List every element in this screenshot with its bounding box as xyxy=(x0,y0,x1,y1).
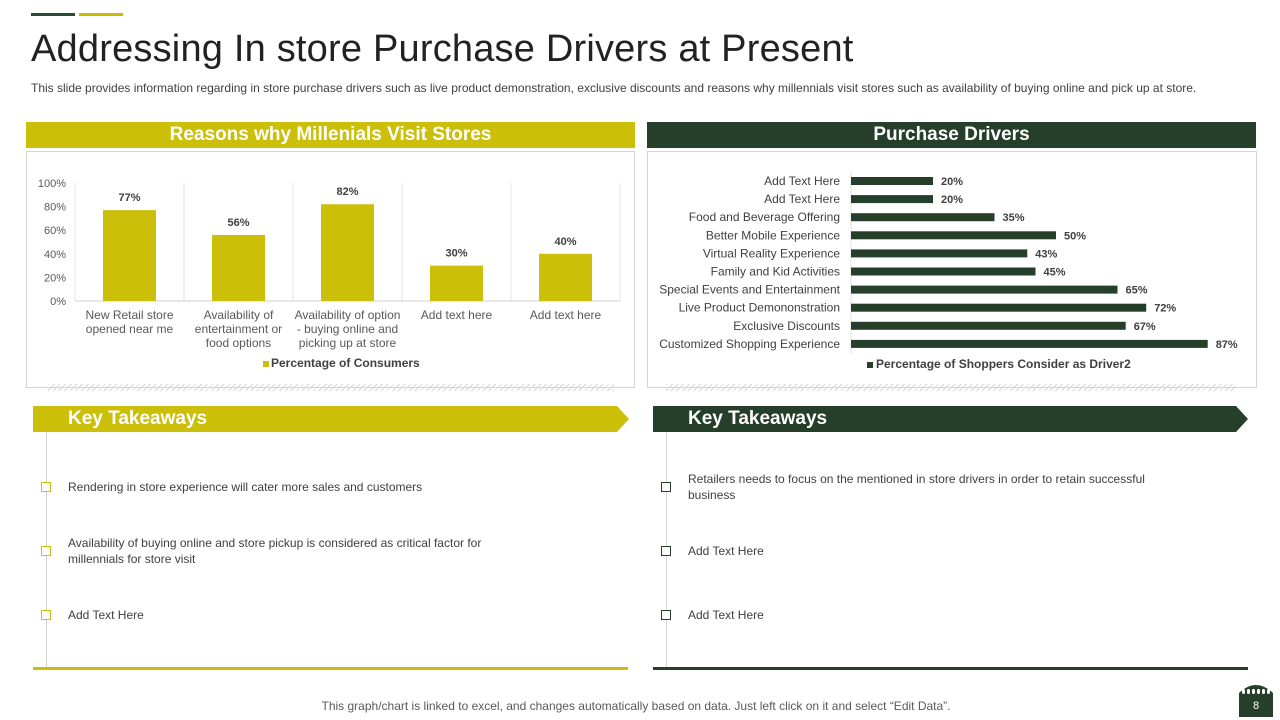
category-label: Special Events and Entertainment xyxy=(659,283,840,297)
left-takeaways-rule xyxy=(33,667,628,670)
legend-swatch xyxy=(263,361,269,367)
category-label: Add Text Here xyxy=(764,174,840,188)
data-label: 50% xyxy=(1064,230,1086,242)
bar xyxy=(851,249,1028,258)
right-panel-header: Purchase Drivers xyxy=(647,122,1256,148)
right-takeaways-banner: Key Takeaways xyxy=(653,406,1248,432)
x-tick-label: opened near me xyxy=(86,322,174,336)
right-takeaways-rule xyxy=(653,667,1248,670)
right-takeaway-3: Add Text Here xyxy=(688,608,764,622)
page-title: Addressing In store Purchase Drivers at … xyxy=(31,28,854,70)
bar xyxy=(851,213,995,222)
bar xyxy=(539,253,592,301)
data-label: 87% xyxy=(1216,339,1238,351)
bar xyxy=(851,321,1126,330)
legend-label: Percentage of Consumers xyxy=(271,356,420,370)
left-panel-header: Reasons why Millenials Visit Stores xyxy=(26,122,635,148)
y-tick-label: 60% xyxy=(44,225,66,237)
x-tick-label: New Retail store xyxy=(85,308,173,322)
page-subtitle: This slide provides information regardin… xyxy=(31,81,1197,95)
y-tick-label: 0% xyxy=(50,296,66,308)
bar xyxy=(851,285,1118,294)
accent-line-dark xyxy=(31,13,75,16)
checkbox-icon xyxy=(41,546,51,556)
data-label: 82% xyxy=(336,186,358,198)
y-tick-label: 100% xyxy=(38,178,66,190)
left-takeaway-3: Add Text Here xyxy=(68,608,144,622)
right-takeaway-2: Add Text Here xyxy=(688,544,764,558)
category-label: Family and Kid Activities xyxy=(711,265,840,279)
x-tick-label: food options xyxy=(206,336,271,350)
checkbox-icon xyxy=(661,546,671,556)
right-panel-hatch xyxy=(666,384,1236,391)
category-label: Virtual Reality Experience xyxy=(703,246,841,260)
category-label: Food and Beverage Offering xyxy=(689,210,840,224)
bar xyxy=(321,204,374,301)
data-label: 56% xyxy=(227,217,249,229)
x-tick-label: Add text here xyxy=(530,308,602,322)
y-tick-label: 40% xyxy=(44,249,66,261)
accent-line-yellow xyxy=(79,13,123,16)
x-tick-label: Availability of option xyxy=(295,308,401,322)
category-label: Exclusive Discounts xyxy=(733,319,840,333)
left-takeaways-title: Key Takeaways xyxy=(68,408,208,429)
left-takeaway-1: Rendering in store experience will cater… xyxy=(68,480,423,494)
bar xyxy=(430,265,483,301)
purchase-drivers-bar-chart: Add Text Here 20% Add Text Here 20% Food and… xyxy=(659,171,1238,371)
category-label: Add Text Here xyxy=(764,192,840,206)
x-tick-label: entertainment or xyxy=(195,322,282,336)
data-label: 40% xyxy=(554,236,576,248)
bar xyxy=(103,210,156,301)
category-label: Live Product Demononstration xyxy=(679,301,840,315)
data-label: 30% xyxy=(445,248,467,260)
page-number: 8 xyxy=(1252,700,1260,712)
y-tick-label: 20% xyxy=(44,272,66,284)
checkbox-icon xyxy=(661,482,671,492)
checkbox-icon xyxy=(41,482,51,492)
data-label: 35% xyxy=(1003,212,1025,224)
page-number-badge-icon xyxy=(1239,685,1273,717)
millennials-bar-chart: 0% 20% 40% 60% 80% 100% 77% New Retail storeope… xyxy=(38,178,621,370)
checkbox-icon xyxy=(41,610,51,620)
bar xyxy=(212,234,265,301)
bar xyxy=(851,231,1056,240)
checkbox-icon xyxy=(661,610,671,620)
data-label: 43% xyxy=(1035,248,1057,260)
category-label: Better Mobile Experience xyxy=(706,228,840,242)
data-label: 77% xyxy=(118,192,140,204)
left-takeaways-banner: Key Takeaways xyxy=(33,406,629,432)
category-label: Customized Shopping Experience xyxy=(659,337,840,351)
data-label: 67% xyxy=(1134,321,1156,333)
bar xyxy=(851,339,1208,348)
legend-swatch xyxy=(867,362,873,368)
x-tick-label: Add text here xyxy=(421,308,493,322)
data-label: 65% xyxy=(1126,285,1148,297)
data-label: 20% xyxy=(941,194,963,206)
x-tick-label: Availability of xyxy=(204,308,274,322)
footer-note: This graph/chart is linked to excel, and… xyxy=(321,699,951,713)
data-label: 72% xyxy=(1154,303,1176,315)
left-chart-panel[interactable]: 0% 20% 40% 60% 80% 100% 77% New Retail store ope… xyxy=(26,151,635,388)
bar xyxy=(851,177,933,185)
x-tick-label: - buying online and xyxy=(297,322,398,336)
right-takeaways-title: Key Takeaways xyxy=(688,408,828,429)
right-takeaway-1: Retailers needs to focus on the mentione… xyxy=(688,472,1145,502)
data-label: 20% xyxy=(941,176,963,188)
bar xyxy=(851,267,1036,276)
data-label: 45% xyxy=(1044,267,1066,279)
left-panel-hatch xyxy=(48,384,614,391)
bar xyxy=(851,303,1147,312)
x-tick-label: picking up at store xyxy=(299,336,397,350)
right-chart-panel[interactable]: Add Text Here 20% Add Text Here 20% Food and… xyxy=(647,151,1257,388)
legend-label: Percentage of Shoppers Consider as Drive… xyxy=(876,357,1131,371)
left-takeaway-2: Availability of buying online and store … xyxy=(68,536,482,566)
y-tick-label: 80% xyxy=(44,202,66,214)
bar xyxy=(851,195,933,204)
